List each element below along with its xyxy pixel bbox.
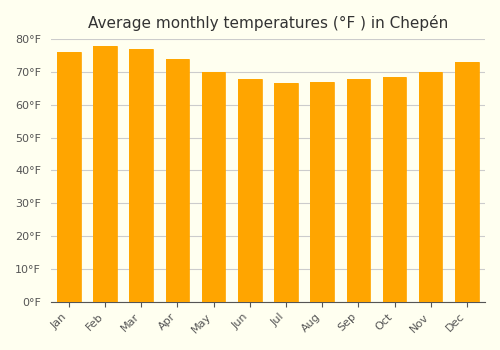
Bar (166, 59, 189, 302)
Bar (57, 52, 80, 302)
Bar (93, 46, 117, 302)
Bar (274, 83, 297, 302)
Bar (346, 78, 370, 302)
Bar (238, 78, 262, 302)
Bar (346, 78, 370, 302)
Bar (57, 52, 80, 302)
Bar (202, 72, 226, 302)
Bar (202, 72, 226, 302)
Bar (310, 82, 334, 302)
Bar (130, 49, 153, 302)
Title: Average monthly temperatures (°F ) in Chepén: Average monthly temperatures (°F ) in Ch… (88, 15, 448, 31)
Bar (383, 77, 406, 302)
Bar (166, 59, 189, 302)
Bar (419, 72, 442, 302)
Bar (310, 82, 334, 302)
Bar (455, 62, 478, 302)
Bar (130, 49, 153, 302)
Bar (238, 78, 262, 302)
Bar (93, 46, 117, 302)
Bar (93, 46, 117, 302)
Bar (419, 72, 442, 302)
Bar (310, 82, 334, 302)
Bar (274, 83, 297, 302)
Bar (166, 59, 189, 302)
Bar (455, 62, 478, 302)
Bar (455, 62, 478, 302)
Bar (383, 77, 406, 302)
Bar (346, 78, 370, 302)
Bar (57, 52, 80, 302)
Bar (383, 77, 406, 302)
Bar (238, 78, 262, 302)
Bar (202, 72, 226, 302)
Bar (274, 83, 297, 302)
Bar (130, 49, 153, 302)
Bar (419, 72, 442, 302)
